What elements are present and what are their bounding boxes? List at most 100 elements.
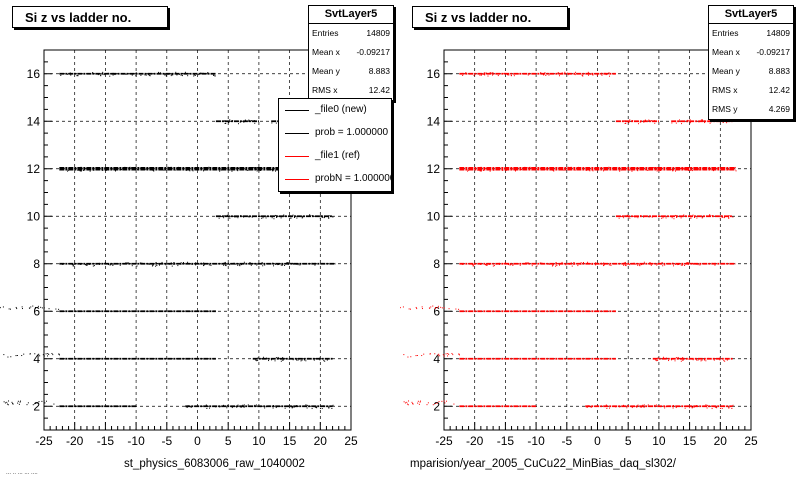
right-data-point <box>696 217 698 219</box>
right-data-point <box>561 261 563 263</box>
left-data-point <box>301 359 303 361</box>
left-data-point <box>170 168 172 170</box>
left-data-point <box>224 261 226 263</box>
left-x-tick-label: -15 <box>97 434 115 448</box>
left-data-point <box>67 169 69 171</box>
left-data-point <box>174 169 176 171</box>
right-data-point <box>418 403 420 405</box>
right-data-point <box>519 264 521 266</box>
left-data-point <box>107 264 109 266</box>
left-data-point <box>323 360 325 362</box>
left-data-point <box>313 359 315 361</box>
left-data-point <box>48 353 50 355</box>
left-data-point <box>244 119 246 121</box>
right-x-tick-label: -10 <box>527 434 545 448</box>
stats-label: RMS y <box>712 104 738 114</box>
right-data-point <box>665 217 667 219</box>
right-data-point <box>514 168 516 170</box>
right-data-point <box>653 167 655 169</box>
left-data-point <box>167 73 169 75</box>
right-data-point <box>709 169 711 171</box>
right-data-point <box>506 74 508 76</box>
left-data-point <box>280 217 282 219</box>
left-data-point <box>84 73 86 75</box>
left-data-point <box>41 400 43 402</box>
left-data-point <box>103 263 105 265</box>
left-data-point <box>169 263 171 265</box>
right-data-point <box>672 407 674 409</box>
left-data-point <box>193 74 195 76</box>
left-data-point <box>129 169 131 171</box>
left-data-point <box>127 262 129 264</box>
left-data-point <box>180 263 182 265</box>
right-data-point <box>421 306 423 308</box>
right-data-point <box>735 170 737 172</box>
left-data-point <box>135 72 137 74</box>
left-data-point <box>73 263 75 265</box>
left-data-point <box>175 71 177 73</box>
right-data-point <box>675 122 677 124</box>
left-data-point <box>55 308 57 310</box>
left-data-point <box>149 75 151 77</box>
left-data-point <box>204 168 206 170</box>
right-data-point <box>639 405 641 407</box>
left-data-point <box>275 170 277 172</box>
right-data-point <box>596 75 598 77</box>
left-data-point <box>291 262 293 264</box>
right-data-point <box>697 168 699 170</box>
left-data-point <box>15 306 17 308</box>
left-data-point <box>286 262 288 264</box>
left-data-point <box>271 122 273 124</box>
right-data-point <box>624 122 626 124</box>
right-data-point <box>577 265 579 267</box>
right-data-point <box>447 353 449 355</box>
left-data-point <box>198 263 200 265</box>
right-data-point <box>419 401 421 403</box>
right-data-point <box>731 408 733 410</box>
left-data-point <box>41 307 43 309</box>
right-data-point <box>728 215 730 217</box>
right-data-point <box>598 263 600 265</box>
left-data-point <box>266 357 268 359</box>
left-data-point <box>167 166 169 168</box>
left-data-point <box>268 360 270 362</box>
left-data-point <box>248 405 250 407</box>
right-data-point <box>515 170 517 172</box>
right-data-point <box>489 72 491 74</box>
right-data-point <box>687 262 689 264</box>
left-data-point <box>42 354 44 356</box>
right-data-point <box>608 72 610 74</box>
left-data-point <box>262 265 264 267</box>
left-data-point <box>241 264 243 266</box>
right-data-point <box>701 217 703 219</box>
right-stats-row: Mean x -0.09217 <box>709 43 793 62</box>
left-data-point <box>115 170 117 172</box>
right-data-point <box>666 357 668 359</box>
right-data-point <box>701 359 703 361</box>
right-data-point <box>526 263 528 265</box>
left-data-point <box>112 264 114 266</box>
left-data-point <box>271 359 273 361</box>
left-data-point <box>38 401 40 403</box>
right-data-point <box>705 360 707 362</box>
left-stats-row: Mean x -0.09217 <box>309 43 393 62</box>
left-data-point <box>282 359 284 361</box>
left-data-point <box>58 354 60 356</box>
left-data-point <box>93 169 95 171</box>
left-data-point <box>195 264 197 266</box>
right-data-point <box>618 217 620 219</box>
left-data-point <box>276 215 278 217</box>
right-data-point <box>602 265 604 267</box>
left-data-point <box>235 215 237 217</box>
left-data-point <box>323 217 325 219</box>
right-data-point <box>499 263 501 265</box>
left-data-point <box>133 168 135 170</box>
right-data-point <box>629 119 631 121</box>
left-data-point <box>277 264 279 266</box>
right-data-point <box>512 168 514 170</box>
right-data-point <box>719 217 721 219</box>
right-data-point <box>620 169 622 171</box>
right-data-point <box>691 262 693 264</box>
left-data-point <box>171 74 173 76</box>
right-data-point <box>711 121 713 123</box>
